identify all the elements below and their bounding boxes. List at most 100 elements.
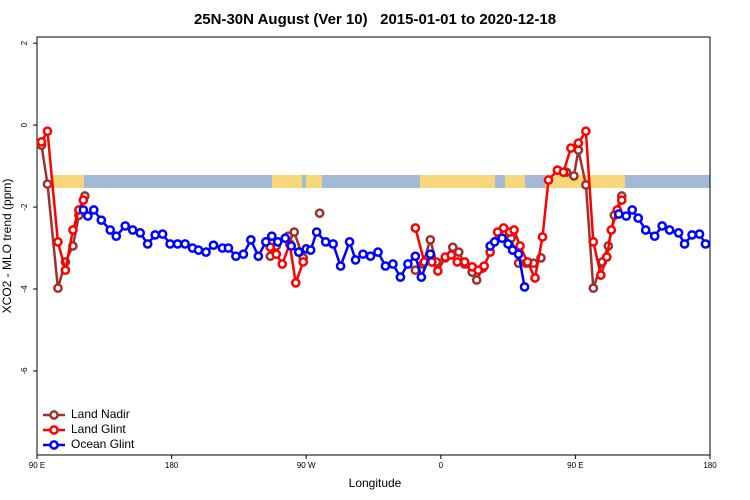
legend-label: Land Nadir bbox=[71, 407, 130, 421]
y-tick-label: 0 bbox=[20, 122, 29, 127]
land-band bbox=[420, 175, 495, 188]
point bbox=[272, 237, 283, 247]
point bbox=[42, 126, 53, 137]
point bbox=[569, 171, 579, 181]
plot-frame bbox=[36, 36, 711, 456]
point bbox=[314, 208, 325, 219]
land-band bbox=[272, 175, 302, 188]
point bbox=[135, 228, 146, 238]
point bbox=[193, 245, 204, 255]
y-tick-label: -4 bbox=[20, 285, 29, 293]
point bbox=[42, 179, 53, 189]
x-tick-label: 90 W bbox=[297, 461, 316, 470]
point bbox=[446, 250, 457, 260]
point bbox=[335, 261, 346, 271]
point bbox=[201, 247, 211, 257]
point bbox=[373, 247, 383, 257]
y-tick-label: -2 bbox=[20, 203, 29, 211]
point bbox=[581, 126, 591, 137]
legend-marker bbox=[49, 440, 59, 450]
point bbox=[633, 213, 644, 223]
point bbox=[503, 239, 513, 249]
point bbox=[142, 239, 153, 249]
point bbox=[613, 209, 624, 219]
point bbox=[266, 231, 277, 242]
point bbox=[509, 225, 519, 235]
point bbox=[328, 239, 338, 249]
chart-title: 25N-30N August (Ver 10) 2015-01-01 to 20… bbox=[194, 11, 556, 28]
point bbox=[515, 241, 525, 251]
point bbox=[78, 205, 89, 215]
point bbox=[358, 249, 368, 260]
point bbox=[293, 247, 304, 257]
point bbox=[53, 283, 63, 294]
x-tick-label: 180 bbox=[703, 461, 717, 470]
point bbox=[165, 239, 175, 249]
point bbox=[649, 231, 660, 242]
point bbox=[673, 228, 684, 238]
point bbox=[588, 237, 599, 247]
point bbox=[471, 275, 482, 285]
point bbox=[425, 235, 436, 245]
y-tick-label: 2 bbox=[20, 40, 29, 45]
point bbox=[208, 240, 219, 251]
point bbox=[452, 257, 463, 267]
point bbox=[573, 138, 584, 148]
point bbox=[410, 251, 421, 262]
point bbox=[380, 261, 391, 271]
point bbox=[395, 272, 406, 282]
point bbox=[416, 272, 427, 282]
x-tick-label: 0 bbox=[439, 461, 444, 470]
point bbox=[68, 225, 78, 235]
point bbox=[664, 225, 675, 235]
point bbox=[82, 211, 93, 221]
point bbox=[513, 249, 524, 260]
point bbox=[403, 259, 413, 269]
point bbox=[311, 227, 322, 237]
point bbox=[120, 221, 131, 231]
point bbox=[238, 249, 249, 260]
point bbox=[566, 143, 576, 153]
point bbox=[687, 230, 697, 240]
point bbox=[530, 273, 540, 283]
point bbox=[253, 251, 264, 262]
point bbox=[537, 232, 548, 242]
point bbox=[522, 257, 533, 267]
land-sea-strip bbox=[52, 175, 710, 188]
point bbox=[519, 282, 530, 292]
y-axis-label: XCO2 - MLO trend (ppm) bbox=[0, 179, 14, 314]
point bbox=[640, 225, 651, 235]
point bbox=[172, 239, 183, 249]
point bbox=[78, 195, 89, 205]
point bbox=[111, 231, 122, 242]
point bbox=[260, 237, 271, 247]
point bbox=[96, 215, 107, 226]
point bbox=[657, 221, 667, 231]
land-band bbox=[52, 175, 84, 188]
point bbox=[231, 251, 241, 262]
point bbox=[694, 229, 705, 239]
point bbox=[350, 255, 361, 265]
point bbox=[36, 137, 47, 147]
point bbox=[489, 237, 500, 247]
point bbox=[558, 167, 569, 178]
point bbox=[588, 283, 599, 294]
point bbox=[410, 223, 421, 233]
point bbox=[290, 278, 301, 288]
point bbox=[246, 235, 256, 245]
point bbox=[606, 225, 617, 235]
point bbox=[127, 225, 138, 235]
point bbox=[388, 259, 398, 269]
point bbox=[60, 265, 71, 276]
point bbox=[543, 175, 554, 185]
point bbox=[88, 205, 99, 215]
point bbox=[679, 239, 690, 249]
point bbox=[621, 211, 632, 221]
point bbox=[601, 252, 612, 262]
point bbox=[459, 257, 470, 267]
point bbox=[627, 205, 638, 215]
point bbox=[105, 225, 116, 235]
point bbox=[286, 241, 297, 251]
land-band bbox=[306, 175, 322, 188]
